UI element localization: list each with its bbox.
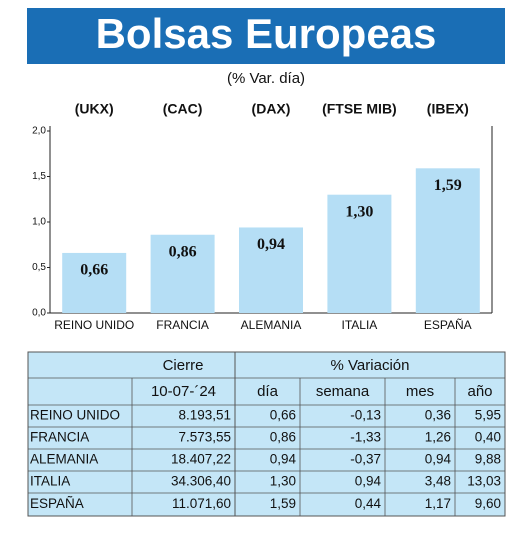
bar	[150, 234, 215, 313]
row-label: ESPAÑA	[30, 496, 84, 511]
table-cell: 11.071,60	[172, 496, 231, 511]
table-cell: 0,94	[355, 474, 382, 489]
table-header: Cierre	[163, 357, 204, 374]
row-label: FRANCIA	[30, 430, 89, 445]
table-cell: 18.407,22	[171, 452, 231, 467]
table-cell: 34.306,40	[171, 474, 231, 489]
table-cell: 1,59	[270, 496, 296, 511]
table-cell: -1,33	[350, 430, 381, 445]
ticker-label: (IBEX)	[427, 101, 469, 117]
value-label: 0,66	[80, 262, 108, 279]
y-tick-label: 2,0	[32, 126, 46, 137]
table-cell: 1,17	[425, 496, 451, 511]
bar	[327, 194, 392, 313]
y-tick-label: 0,5	[32, 262, 46, 273]
table-cell: 1,26	[425, 430, 451, 445]
bar	[62, 252, 127, 313]
x-tick-label: REINO UNIDO	[54, 318, 134, 332]
table-cell: 0,94	[425, 452, 452, 467]
title-banner	[27, 8, 505, 64]
table-cell: 0,66	[270, 408, 296, 423]
x-tick-label: ESPAÑA	[424, 318, 472, 332]
value-label: 1,59	[434, 177, 462, 194]
table-cell: 3,48	[425, 474, 451, 489]
y-tick-label: 0,0	[32, 308, 46, 319]
table-cell: 8.193,51	[178, 408, 231, 423]
ticker-label: (CAC)	[163, 101, 203, 117]
table: Cierre % Variación 10-07-´24 día semana mes añ…	[27, 351, 506, 517]
table-subheader: semana	[316, 383, 370, 400]
ticker-label: (UKX)	[75, 101, 114, 117]
value-label: 1,30	[345, 203, 373, 220]
chart-subtitle: (% Var. día)	[227, 70, 305, 87]
bar	[415, 168, 480, 313]
table-subheader: 10-07-´24	[151, 383, 216, 400]
y-tick-label: 1,5	[32, 171, 46, 182]
table-cell: -0,13	[350, 408, 381, 423]
table-cell: 5,95	[475, 408, 501, 423]
table-cell: 9,88	[475, 452, 501, 467]
row-label: REINO UNIDO	[30, 408, 120, 423]
table-subheader: día	[257, 383, 279, 400]
table-subheader: mes	[406, 383, 434, 400]
x-tick-label: ITALIA	[342, 318, 378, 332]
table-header: % Variación	[331, 357, 410, 374]
ticker-label: (FTSE MIB)	[322, 101, 397, 117]
table-subheader: año	[467, 383, 492, 400]
table-cell: 1,30	[270, 474, 296, 489]
table-cell: 0,86	[270, 430, 296, 445]
x-tick-label: ALEMANIA	[241, 318, 302, 332]
value-label: 0,94	[257, 236, 285, 253]
row-label: ITALIA	[30, 474, 70, 489]
bar	[239, 227, 303, 313]
x-tick-label: FRANCIA	[156, 318, 209, 332]
row-label: ALEMANIA	[30, 452, 98, 467]
ticker-label: (DAX)	[252, 101, 291, 117]
chart-title: Bolsas Europeas	[96, 10, 437, 57]
table-cell: 0,44	[355, 496, 382, 511]
table-cell: 13,03	[467, 474, 501, 489]
table-cell: 7.573,55	[178, 430, 231, 445]
table-cell: -0,37	[350, 452, 381, 467]
y-tick-label: 1,0	[32, 217, 46, 228]
table-cell: 9,60	[475, 496, 501, 511]
table-cell: 0,36	[425, 408, 451, 423]
table-background	[27, 351, 506, 517]
value-label: 0,86	[169, 243, 197, 260]
table-cell: 0,94	[270, 452, 297, 467]
table-cell: 0,40	[475, 430, 501, 445]
